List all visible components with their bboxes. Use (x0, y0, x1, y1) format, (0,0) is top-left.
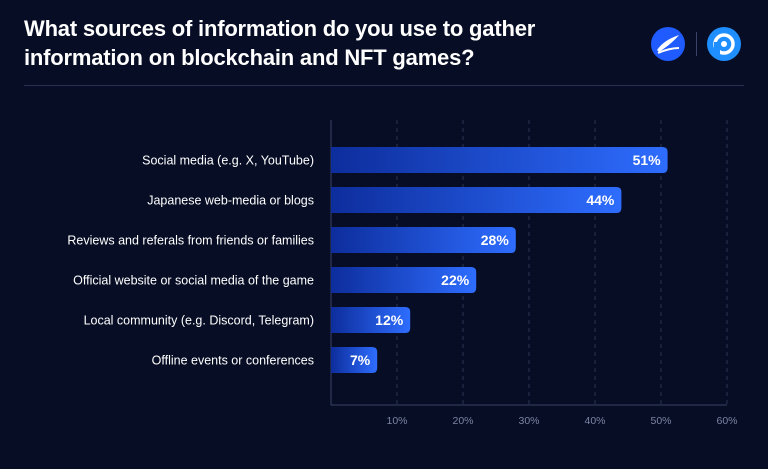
value-label: 22% (441, 272, 470, 288)
value-labels: 51% 44% 28% 22% 12% 7% (350, 152, 661, 368)
chart-title: What sources of information do you use t… (24, 14, 624, 72)
brand-logos (650, 24, 744, 64)
bars (331, 147, 668, 373)
brand-logo-ring-icon (707, 27, 741, 61)
value-label: 28% (481, 232, 510, 248)
x-tick-label: 50% (650, 415, 671, 427)
brand-logo-wave-icon (651, 27, 685, 61)
logo-separator (696, 32, 697, 56)
category-labels: Social media (e.g. X, YouTube) Japanese w… (67, 154, 314, 368)
value-label: 12% (375, 312, 404, 328)
value-label: 51% (633, 152, 662, 168)
bar (331, 347, 378, 373)
chart-title-line-1: What sources of information do you use t… (24, 16, 536, 41)
category-label: Official website or social media of the … (73, 274, 314, 288)
chart-title-line-2: information on blockchain and NFT games? (24, 45, 475, 70)
bar (331, 227, 516, 253)
x-tick-label: 30% (518, 415, 539, 427)
x-tick-label: 40% (584, 415, 605, 427)
value-label: 44% (586, 192, 615, 208)
category-label: Reviews and referals from friends or fam… (67, 234, 314, 248)
bar (331, 307, 411, 333)
header-divider (24, 85, 744, 86)
category-label: Offline events or conferences (152, 354, 314, 368)
x-tick-label: 60% (716, 415, 737, 427)
category-label: Japanese web-media or blogs (147, 194, 314, 208)
bar (331, 147, 668, 173)
value-label: 7% (350, 352, 371, 368)
bar (331, 187, 622, 213)
x-tick-label: 10% (386, 415, 407, 427)
category-label: Social media (e.g. X, YouTube) (142, 154, 314, 168)
x-tick-label: 20% (452, 415, 473, 427)
x-tick-labels: 10% 20% 30% 40% 50% 60% (386, 415, 737, 427)
bar (331, 267, 477, 293)
category-label: Local community (e.g. Discord, Telegram) (84, 314, 314, 328)
